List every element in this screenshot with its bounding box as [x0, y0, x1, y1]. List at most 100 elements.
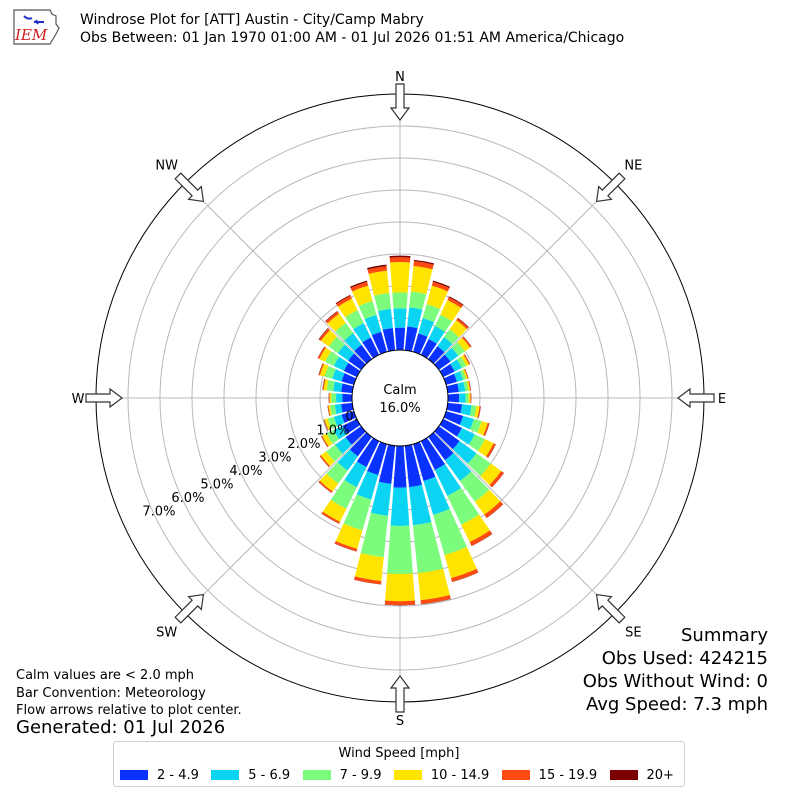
- wind-bar-segment: [434, 354, 451, 370]
- legend-label: 5 - 6.9: [248, 767, 291, 783]
- wind-bar-segment: [444, 347, 459, 362]
- legend-swatch: [120, 770, 148, 780]
- wind-bar-segment: [324, 418, 332, 431]
- wind-bar-segment: [446, 402, 463, 414]
- radial-tick-label: 3.0%: [258, 450, 291, 465]
- wind-bar-segment: [440, 300, 462, 322]
- wind-bars: [317, 255, 505, 606]
- wind-bar-segment: [320, 451, 335, 467]
- wind-bar-segment: [447, 393, 460, 403]
- wind-bar-segment: [443, 329, 460, 345]
- legend-label: 10 - 14.9: [430, 767, 490, 783]
- wind-bar-segment: [326, 430, 340, 444]
- compass-label: NE: [624, 159, 642, 174]
- logo-text: IEM: [14, 26, 48, 44]
- wind-bar-segment: [327, 416, 338, 429]
- flow-arrow-icon: [389, 83, 411, 121]
- wind-bar-segment: [459, 369, 467, 381]
- wind-bar-segment: [332, 369, 345, 382]
- wind-bar-segment: [437, 337, 453, 353]
- wind-bar-segment: [341, 411, 357, 423]
- wind-bar-segment: [409, 484, 432, 526]
- compass-labels: N NE E SE S SW W NW: [72, 70, 727, 729]
- wind-bar-segment: [460, 354, 470, 366]
- wind-bar-segment: [413, 333, 428, 355]
- wind-bar-segment: [326, 444, 343, 462]
- flow-arrows-note: Flow arrows relative to plot center.: [16, 703, 242, 718]
- wind-bar-segment: [320, 329, 337, 347]
- wind-bar-segment: [489, 471, 504, 488]
- wind-bar-segment: [412, 522, 444, 574]
- wind-bar-segment: [343, 494, 372, 531]
- wind-bar-segment: [367, 266, 388, 274]
- compass-label: W: [72, 392, 85, 407]
- wind-bar-segment: [382, 327, 396, 352]
- wind-bar-segment: [384, 600, 416, 606]
- wind-bar-segment: [453, 371, 464, 382]
- wind-bar-segment: [318, 363, 323, 375]
- legend-item: 20+: [609, 766, 678, 784]
- wind-bar-segment: [420, 598, 451, 605]
- wind-bar-segment: [474, 405, 480, 418]
- flow-arrow-icon: [174, 593, 205, 624]
- wind-bar-segment: [390, 487, 410, 526]
- wind-bar-segment: [470, 392, 472, 404]
- wind-bar-segment: [468, 392, 471, 404]
- wind-bar-segment: [431, 281, 450, 292]
- wind-bar-segment: [321, 435, 329, 448]
- wind-bar-segment: [321, 513, 340, 524]
- wind-bar-segment: [350, 280, 368, 288]
- wind-bar-segment: [336, 295, 352, 307]
- wind-bar-segment: [443, 411, 464, 425]
- wind-bar-segment: [334, 403, 343, 415]
- legend-item: 5 - 6.9: [211, 766, 294, 784]
- wind-bar-segment: [368, 270, 390, 296]
- wind-bar-segment: [390, 262, 410, 293]
- wind-bar-segment: [459, 415, 474, 430]
- wind-bar-segment: [413, 441, 436, 482]
- wind-bar-segment: [335, 294, 351, 305]
- wind-bar-segment: [322, 499, 347, 522]
- wind-bar-segment: [420, 437, 445, 471]
- plot-subtitle: Obs Between: 01 Jan 1970 01:00 AM - 01 J…: [80, 30, 625, 46]
- wind-bar-segment: [471, 533, 493, 547]
- wind-bar-segment: [325, 351, 340, 366]
- wind-bar-segment: [364, 314, 382, 336]
- wind-bar-segment: [321, 511, 341, 524]
- wind-bar-segment: [324, 365, 336, 379]
- wind-bar-segment: [353, 323, 371, 343]
- wind-bar-segment: [344, 333, 362, 351]
- bar-convention-note: Bar Convention: Meteorology: [16, 685, 206, 701]
- wind-bar-segment: [486, 503, 504, 519]
- wind-bar-segment: [426, 285, 448, 309]
- wind-bar-segment: [477, 406, 481, 418]
- wind-bar-segment: [465, 392, 469, 404]
- flow-arrow-icon: [389, 675, 411, 713]
- wind-bar-segment: [394, 327, 406, 351]
- wind-bar-segment: [371, 331, 387, 355]
- wind-bar-segment: [328, 392, 330, 404]
- wind-bar-segment: [378, 308, 393, 330]
- wind-bar-segment: [467, 453, 491, 477]
- wind-bar-segment: [367, 441, 387, 475]
- wind-bar-segment: [407, 307, 423, 329]
- wind-bar-segment: [387, 525, 413, 574]
- radial-tick-label: 1.0%: [316, 423, 349, 438]
- legend-title: Wind Speed [mph]: [338, 746, 460, 761]
- wind-bar-segment: [319, 455, 330, 468]
- avg-speed: Avg Speed: 7.3 mph: [586, 694, 768, 715]
- wind-bar-segment: [341, 402, 354, 413]
- legend: Wind Speed [mph] 2 - 4.9 5 - 6.9 7 - 9.9…: [113, 741, 685, 787]
- wind-bar-segment: [343, 362, 361, 378]
- wind-bar-segment: [385, 573, 415, 602]
- wind-bar-segment: [318, 481, 332, 493]
- wind-bar-segment: [336, 393, 343, 403]
- wind-bar-segment: [444, 453, 472, 482]
- wind-bar-segment: [463, 381, 469, 392]
- wind-bar-segment: [344, 461, 367, 488]
- legend-swatch: [609, 770, 638, 780]
- wind-bar-segment: [319, 473, 339, 492]
- wind-bar-segment: [384, 604, 416, 606]
- wind-bar-segment: [322, 378, 326, 391]
- wind-bar-segment: [428, 432, 454, 461]
